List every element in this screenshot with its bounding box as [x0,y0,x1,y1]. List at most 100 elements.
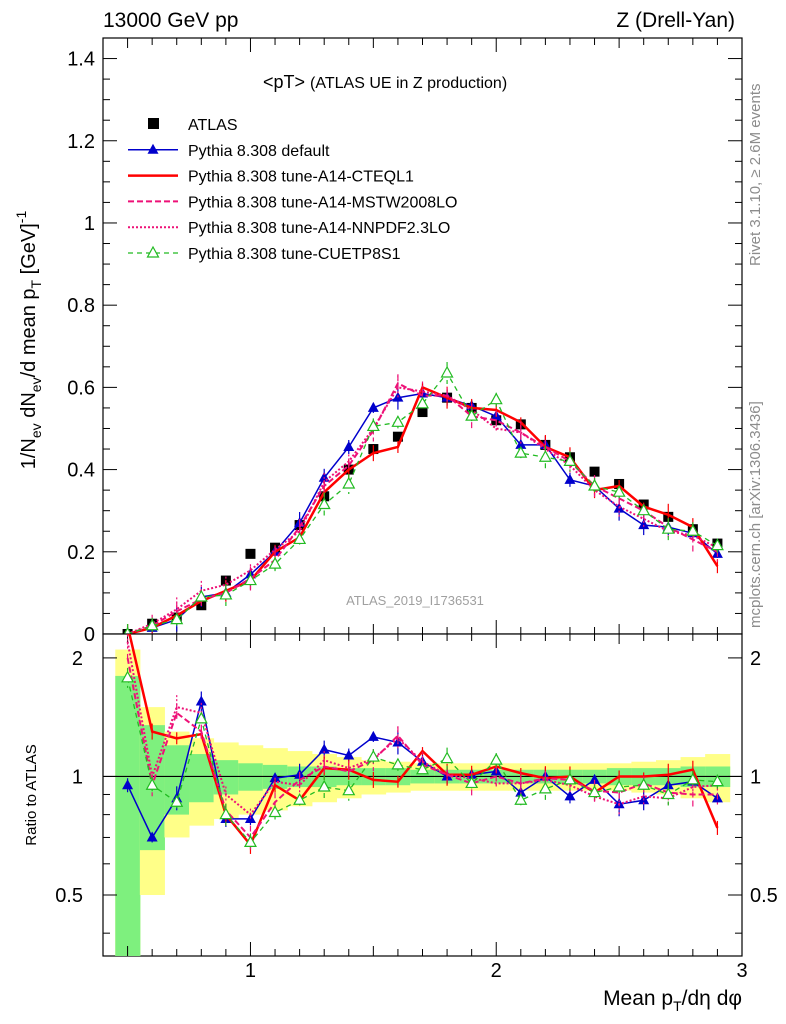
main-y-tick-label: 0.2 [67,542,95,564]
ratio-y-tick-label-right: 0.5 [750,885,778,907]
data-point [515,786,527,797]
main-title-secondary: (ATLAS UE in Z production) [310,75,507,92]
legend-label: Pythia 8.308 tune-A14-NNPDF2.3LO [188,220,450,237]
main-title: <pT> (ATLAS UE in Z production) [263,72,507,92]
ratio-x-tick-label: 1 [245,960,256,982]
data-point [367,730,379,741]
ratio-y-tick-label-right: 2 [750,648,761,670]
data-point [268,556,282,569]
data-point [145,777,159,790]
data-point [195,695,207,706]
data-point [489,392,503,405]
data-point [194,589,208,602]
ratio-y-axis-label: Ratio to ATLAS [23,744,40,845]
legend-entry-nnpdf: Pythia 8.308 tune-A14-NNPDF2.3LO [128,220,450,237]
data-point [122,779,134,790]
ratio-x-tick-label: 3 [736,960,747,982]
data-point [538,781,552,794]
data-point [170,795,184,807]
data-point [465,408,479,421]
data-point [317,497,331,510]
data-point [588,478,602,491]
main-panel: 0 0.2 0.4 0.6 0.8 1 1.2 1.4 [67,37,743,646]
ratio-y-tick-label-left: 1 [72,766,83,788]
legend-entry-default: Pythia 8.308 default [128,143,330,160]
data-point [121,670,135,683]
legend-marker [147,143,159,154]
data-point [392,431,403,442]
header-left-label: 13000 GeV pp [103,9,238,32]
legend-entry-mstw: Pythia 8.308 tune-A14-MSTW2008LO [128,194,457,211]
side-label-mcplots: mcplots.cern.ch [arXiv:1306.3436] [747,401,764,628]
data-point [710,774,724,787]
data-point [637,503,651,516]
data-point [417,407,428,418]
data-point [589,773,601,784]
data-point [343,440,355,451]
data-point [318,743,330,754]
legend-label: ATLAS [188,117,238,134]
analysis-id-label: ATLAS_2019_I1736531 [346,593,484,608]
main-y-tick-label: 0 [84,624,95,646]
series-line-mstw [127,381,718,634]
side-label-rivet: Rivet 3.1.10, ≥ 2.6M events [747,84,764,267]
legend-entry-data: ATLAS [148,117,238,134]
data-point [489,752,503,765]
data-point [612,779,626,792]
data-point [170,612,184,625]
legend-label: Pythia 8.308 tune-CUETP8S1 [188,246,401,263]
legend-label: Pythia 8.308 tune-A14-MSTW2008LO [188,194,457,211]
data-point [563,454,577,466]
data-point [367,401,379,412]
series-line-nnpdf [127,386,718,634]
data-point [343,749,355,760]
data-point [514,445,528,458]
legend-entry-cuetp8s1: Pythia 8.308 tune-CUETP8S1 [128,245,401,263]
data-point [686,772,700,785]
legend-entry-cteql1: Pythia 8.308 tune-A14-CTEQL1 [128,169,414,186]
data-point [245,548,256,559]
data-point [440,365,454,378]
data-point [710,538,724,551]
data-point [366,419,380,432]
data-point [269,772,281,783]
data-point [686,523,700,536]
data-point [564,473,576,484]
legend-marker [148,118,159,129]
ratio-y-tick-label-left: 2 [72,648,83,670]
data-point [661,787,675,800]
main-y-tick-label: 0.8 [67,295,95,317]
legend-marker [146,245,160,258]
series-line-nnpdf [126,641,718,817]
series-cuetp8s1 [123,361,724,634]
ratio-x-axis-label: Mean pT/dη dφ [603,987,742,1014]
data-point [145,618,159,631]
data-point [123,626,132,634]
main-y-tick-label: 0.4 [67,460,95,482]
data-point [465,776,479,789]
ratio-x-tick-label: 2 [491,960,502,982]
band-stat [115,675,141,956]
data-point [219,587,233,600]
legend-label: Pythia 8.308 default [188,143,330,160]
data-point [415,396,430,409]
data-point [366,749,380,762]
main-frame [102,37,743,635]
data-point [194,711,208,724]
data-point [342,783,356,796]
data-point [293,793,307,805]
data-point [563,772,577,785]
data-point [612,484,626,497]
data-point [268,805,282,818]
data-point [637,777,651,790]
main-title-primary: <pT> [263,72,305,92]
legend: ATLAS Pythia 8.308 default Pythia 8.308 tu… [128,117,457,263]
data-point [638,519,650,530]
data-point [589,466,600,477]
ratio-y-tick-label-left: 0.5 [55,885,83,907]
data-point [514,793,528,805]
data-point [293,532,307,545]
data-point [219,807,233,820]
ratio-y-tick-label-right: 1 [750,766,761,788]
